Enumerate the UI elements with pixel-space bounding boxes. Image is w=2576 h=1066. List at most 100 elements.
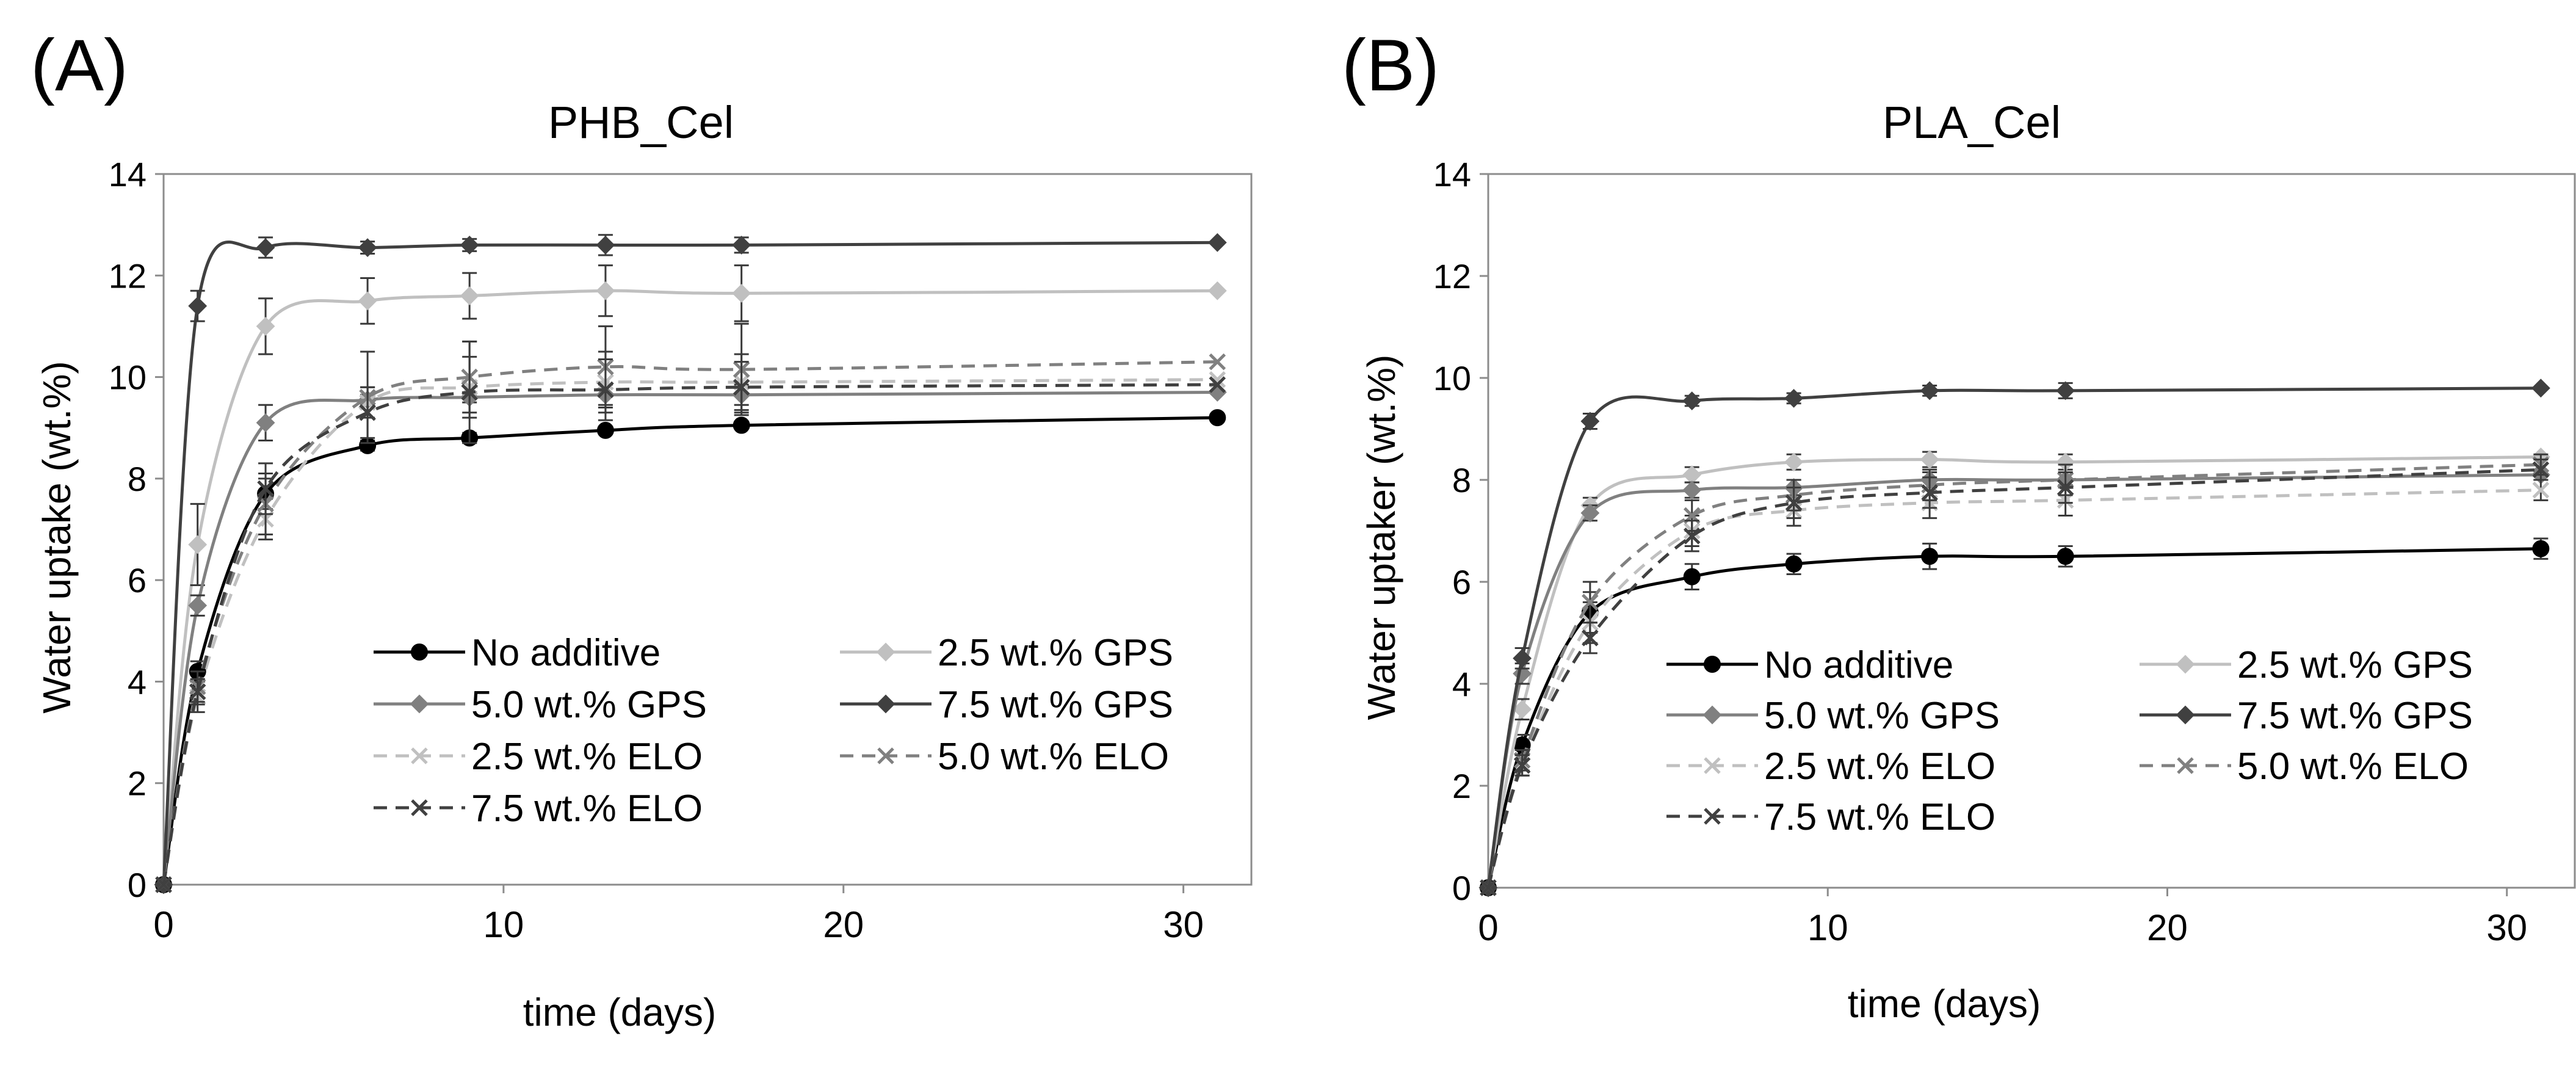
data-point-2 (1582, 629, 1599, 647)
data-point-4 (1785, 494, 1803, 512)
y-axis-label: Water uptake (wt.%) (35, 361, 79, 713)
y-tick-label: 2 (128, 764, 147, 803)
legend-label: 7.5 wt.% GPS (938, 684, 1173, 726)
data-point-5 (596, 281, 615, 300)
data-point-2 (256, 413, 275, 432)
data-point-4 (461, 383, 478, 401)
y-tick-label: 4 (128, 662, 147, 701)
data-point-0 (1480, 879, 1497, 896)
data-point-legend (410, 694, 429, 714)
data-point-6 (2056, 381, 2075, 401)
series-7-5-wt-gps (1478, 379, 2550, 897)
y-tick-label: 2 (1452, 767, 1471, 805)
data-point-7 (1209, 353, 1226, 371)
series-line (162, 378, 1218, 885)
chart-panel-b: (B) PLA_Cel time (days) Water uptaker (w… (1342, 24, 2576, 1026)
x-axis-label: time (days) (1848, 982, 2041, 1026)
chart-title: PHB_Cel (548, 97, 734, 148)
data-point-6 (732, 283, 751, 303)
series-no-additive (1480, 537, 2550, 896)
data-point-3 (359, 404, 376, 421)
series-7-5-wt-elo (1480, 459, 2550, 896)
data-point-5 (596, 421, 614, 439)
plot-area (154, 233, 1227, 894)
data-point-7 (1209, 409, 1226, 427)
data-point-legend (411, 799, 428, 816)
data-point-5 (1921, 484, 1938, 501)
legend-item: 2.5 wt.% ELO (374, 736, 703, 778)
data-point-legend (2177, 757, 2194, 774)
data-point-1 (188, 296, 208, 316)
y-tick-label: 12 (109, 256, 147, 295)
series-line (162, 289, 1218, 885)
x-tick-label: 10 (483, 904, 524, 945)
legend-label: No additive (1764, 644, 1953, 686)
chart-panel-a: (A) PHB_Cel time (days) Water uptake (wt… (31, 24, 1253, 1034)
data-point-3 (358, 238, 377, 257)
data-point-3 (1682, 480, 1702, 500)
data-point-legend (876, 694, 895, 714)
data-point-1 (188, 535, 208, 554)
legend-label: No additive (471, 632, 660, 674)
legend-label: 7.5 wt.% GPS (2237, 695, 2473, 737)
data-point-legend (1704, 656, 1721, 673)
plot-frame (1487, 173, 2576, 889)
axes: 0 2 4 6 8 10 12 14 0 10 20 30 (1433, 155, 2576, 948)
data-point-5 (596, 235, 615, 255)
x-tick-label: 20 (2147, 907, 2188, 948)
data-point-legend (1702, 705, 1722, 725)
y-tick-label: 8 (128, 460, 147, 498)
data-point-3 (1683, 568, 1701, 586)
data-point-5 (1920, 450, 1939, 470)
data-point-7 (1207, 233, 1227, 252)
legend-item: 5.0 wt.% ELO (840, 736, 1169, 778)
data-point-6 (733, 379, 750, 396)
legend: No additive 2.5 wt.% GPS 5.0 wt.% GPS 7.5 w… (1666, 644, 2473, 838)
x-tick-label: 30 (2486, 907, 2527, 948)
data-point-2 (256, 238, 275, 257)
data-point-3 (358, 291, 377, 311)
series-line (162, 383, 1218, 885)
legend-item: 5.0 wt.% ELO (2140, 745, 2469, 788)
series-line (1486, 463, 2541, 888)
y-tick-label: 12 (1433, 257, 1471, 296)
data-point-2 (1582, 593, 1599, 611)
legend-item: 5.0 wt.% GPS (1666, 695, 2000, 737)
y-tick-label: 8 (1452, 461, 1471, 499)
x-tick-label: 0 (153, 904, 173, 945)
y-tick-label: 10 (1433, 359, 1471, 397)
y-tick-label: 14 (109, 155, 147, 194)
legend-item: 7.5 wt.% GPS (840, 684, 1173, 726)
legend-label: 2.5 wt.% ELO (1764, 745, 1995, 788)
data-point-4 (1784, 452, 1804, 472)
legend-item: 7.5 wt.% ELO (374, 788, 703, 830)
legend-label: 5.0 wt.% ELO (2237, 745, 2469, 788)
y-tick-label: 6 (1452, 563, 1471, 601)
data-point-4 (1784, 388, 1804, 408)
legend-label: 7.5 wt.% ELO (1764, 796, 1995, 838)
legend-item: 2.5 wt.% GPS (2140, 644, 2473, 686)
series-7-5-wt-gps (154, 233, 1227, 894)
y-tick-label: 6 (128, 561, 147, 600)
series-line (162, 241, 1218, 885)
series-line (1486, 468, 2541, 888)
data-point-legend (877, 747, 894, 764)
data-point-0 (155, 876, 172, 893)
series-7-5-wt-elo (155, 340, 1226, 893)
x-axis-label: time (days) (523, 990, 717, 1034)
y-tick-label: 4 (1452, 665, 1471, 703)
data-point-legend (1704, 757, 1721, 774)
data-point-4 (1785, 555, 1803, 573)
data-point-legend (876, 642, 895, 662)
axes: 0 2 4 6 8 10 12 14 0 10 20 30 (109, 155, 1253, 945)
data-point-7 (1209, 376, 1226, 393)
legend-label: 2.5 wt.% ELO (471, 736, 703, 778)
legend-item: 2.5 wt.% GPS (840, 632, 1173, 674)
data-point-legend (1704, 808, 1721, 825)
data-point-2 (257, 480, 274, 498)
x-tick-label: 10 (1807, 907, 1848, 948)
data-point-legend (2176, 705, 2195, 725)
data-point-5 (1920, 381, 1939, 401)
data-point-legend (2176, 654, 2195, 674)
